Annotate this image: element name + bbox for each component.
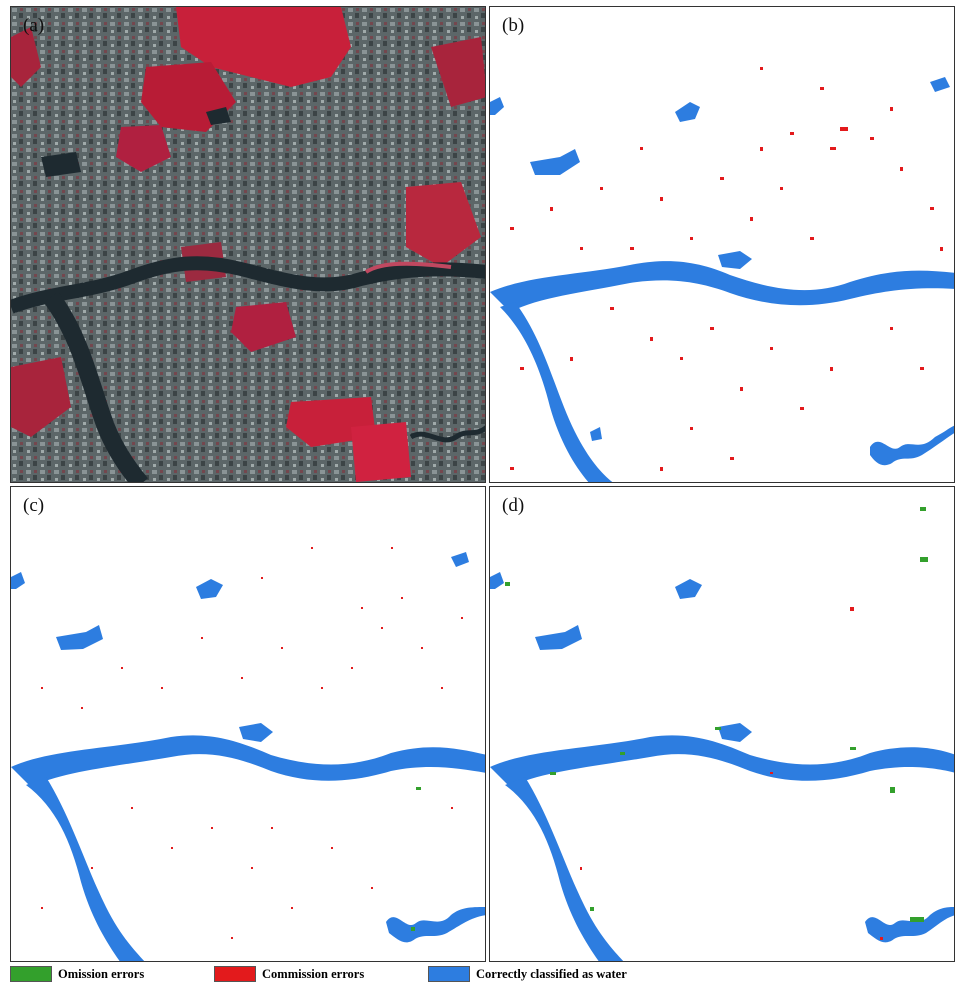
panel-label-a: (a) — [23, 15, 45, 36]
legend-label-commission: Commission errors — [262, 966, 365, 981]
classification-map-c — [11, 547, 485, 961]
legend-item-water: Correctly classified as water — [428, 966, 627, 982]
classification-panel-b: (b) — [489, 6, 955, 483]
river — [11, 256, 485, 314]
water-bodies — [490, 77, 954, 482]
commission-errors — [41, 547, 463, 939]
legend-swatch-water — [428, 966, 470, 982]
panel-label-d: (d) — [502, 495, 525, 516]
satellite-image-panel: (a) — [10, 6, 486, 483]
legend-item-omission: Omission errors — [10, 966, 144, 982]
vegetation-hill — [176, 7, 351, 87]
commission-errors — [510, 67, 943, 471]
water-bodies — [11, 552, 485, 961]
river-branch — [43, 291, 148, 482]
classification-panel-c: (c) — [10, 486, 486, 962]
legend-swatch-commission — [214, 966, 256, 982]
omission-errors — [505, 507, 928, 922]
legend-label-omission: Omission errors — [58, 966, 145, 981]
commission-errors — [580, 607, 883, 940]
panel-label-c: (c) — [23, 495, 45, 516]
legend: Omission errors Commission errors Correc… — [0, 965, 955, 987]
legend-label-water: Correctly classified as water — [476, 966, 627, 981]
legend-swatch-omission — [10, 966, 52, 982]
classification-map-b — [490, 67, 954, 482]
legend-item-commission: Commission errors — [214, 966, 364, 982]
classification-map-d — [490, 507, 954, 961]
water-bodies — [490, 572, 954, 961]
satellite-image — [11, 7, 485, 482]
panel-label-b: (b) — [502, 15, 525, 36]
classification-panel-d: (d) — [489, 486, 955, 962]
